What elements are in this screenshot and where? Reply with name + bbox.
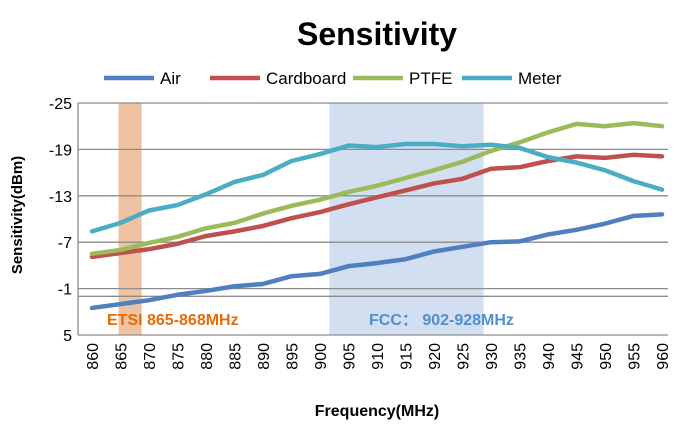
x-tick-label: 940 bbox=[541, 343, 558, 370]
x-tick-label: 905 bbox=[342, 343, 359, 370]
x-tick-label: 930 bbox=[484, 343, 501, 370]
legend-label-ptfe: PTFE bbox=[409, 69, 452, 88]
band-label-etsi: ETSI 865-868MHz bbox=[107, 312, 239, 329]
x-tick-label: 870 bbox=[142, 343, 159, 370]
x-tick-label: 915 bbox=[399, 343, 416, 370]
x-tick-label: 920 bbox=[427, 343, 444, 370]
legend: Air Cardboard PTFE Meter bbox=[104, 69, 562, 88]
y-tick-label: -19 bbox=[49, 142, 72, 159]
x-tick-label: 875 bbox=[171, 343, 188, 370]
y-tick-label: 5 bbox=[63, 328, 72, 345]
y-axis-label: Sensitivity(dBm) bbox=[9, 156, 26, 274]
x-tick-label: 960 bbox=[655, 343, 672, 370]
legend-label-air: Air bbox=[160, 69, 181, 88]
legend-label-cardboard: Cardboard bbox=[266, 69, 346, 88]
frequency-bands bbox=[119, 103, 484, 335]
x-tick-label: 955 bbox=[627, 343, 644, 370]
band-label-fcc: FCC： 902-928MHz bbox=[369, 312, 514, 329]
x-tick-label: 885 bbox=[228, 343, 245, 370]
x-tick-label: 900 bbox=[313, 343, 330, 370]
legend-label-meter: Meter bbox=[518, 69, 562, 88]
y-tick-label: -7 bbox=[58, 235, 72, 252]
x-tick-label: 950 bbox=[598, 343, 615, 370]
x-tick-label: 925 bbox=[456, 343, 473, 370]
x-tick-label: 890 bbox=[256, 343, 273, 370]
x-tick-label: 880 bbox=[199, 343, 216, 370]
y-tick-label: -1 bbox=[58, 282, 72, 299]
x-tick-label: 945 bbox=[570, 343, 587, 370]
x-axis-label: Frequency(MHz) bbox=[315, 403, 439, 420]
chart-title: Sensitivity bbox=[297, 16, 457, 52]
x-tick-label: 910 bbox=[370, 343, 387, 370]
x-tick-label: 865 bbox=[114, 343, 131, 370]
x-tick-label: 895 bbox=[285, 343, 302, 370]
y-tick-label: -13 bbox=[49, 189, 72, 206]
x-tick-label: 935 bbox=[513, 343, 530, 370]
x-tick-label: 860 bbox=[85, 343, 102, 370]
band-labels: ETSI 865-868MHz FCC： 902-928MHz bbox=[107, 312, 514, 329]
y-tick-label: -25 bbox=[49, 96, 72, 113]
band-1 bbox=[329, 103, 483, 335]
